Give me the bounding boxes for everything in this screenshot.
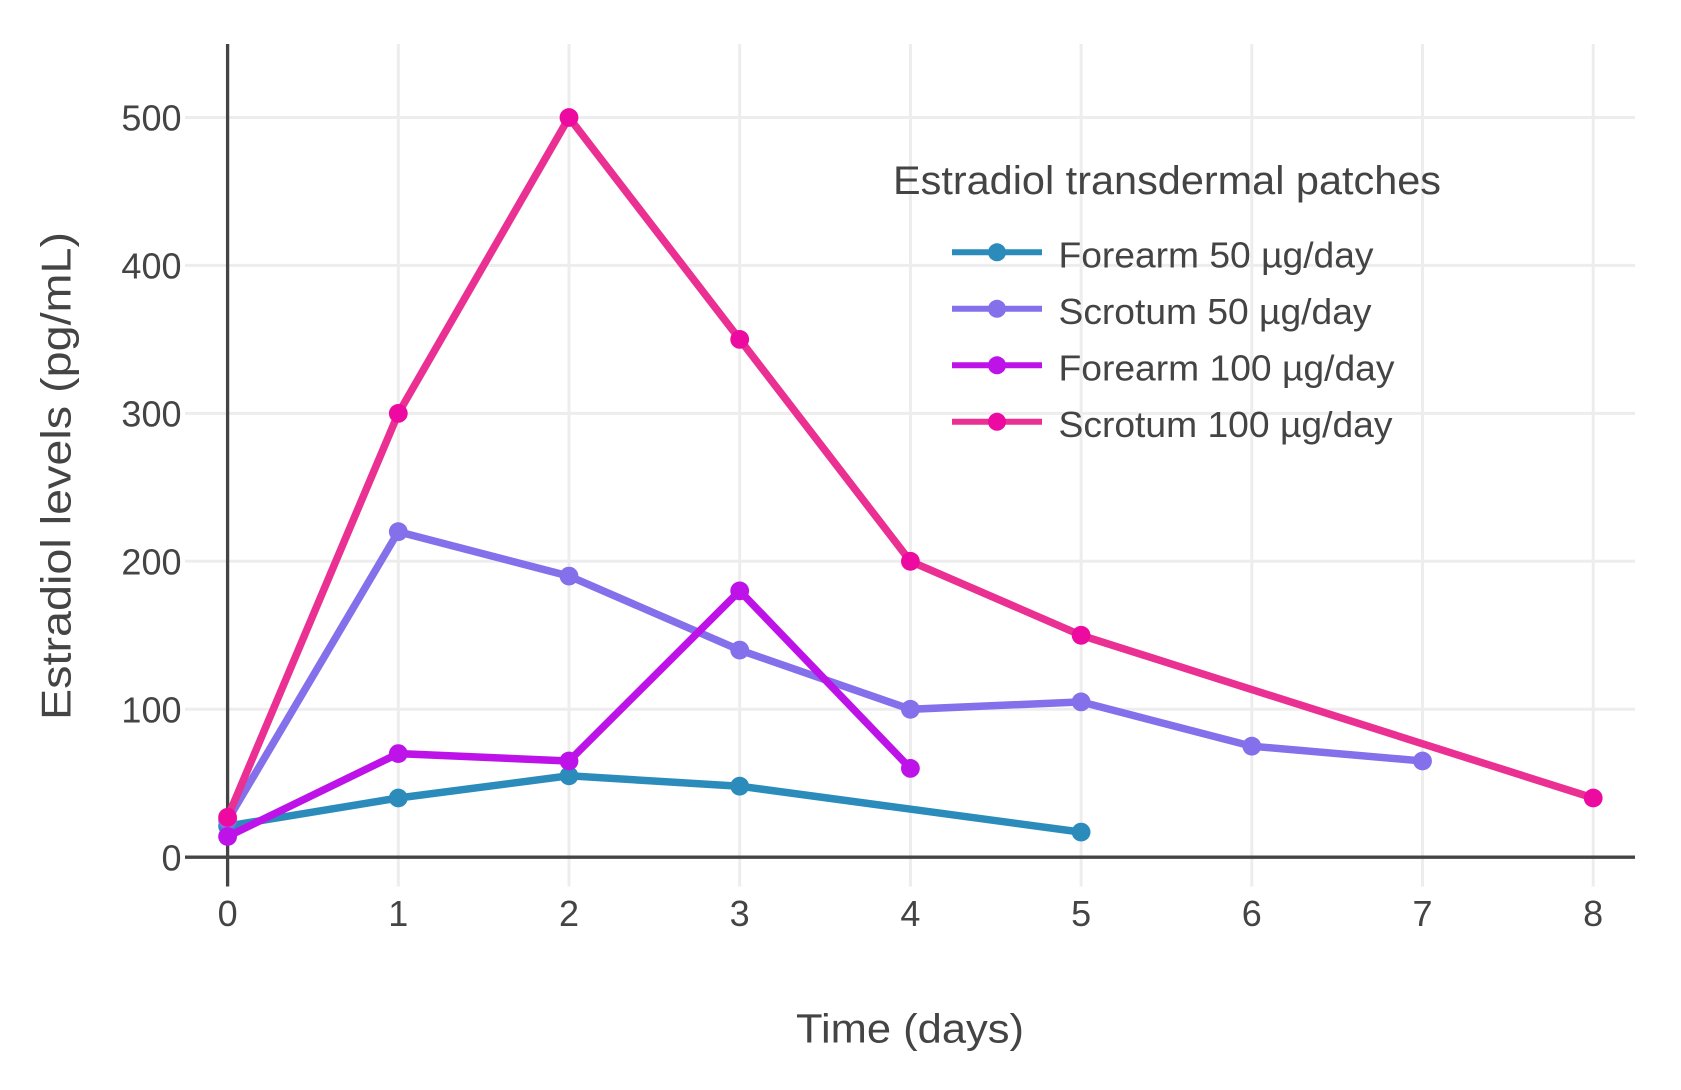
svg-text:8: 8: [1583, 893, 1603, 934]
svg-text:200: 200: [121, 541, 181, 582]
svg-text:Estradiol levels (pg/mL): Estradiol levels (pg/mL): [33, 232, 80, 720]
svg-text:0: 0: [218, 893, 238, 934]
svg-text:Forearm 50 µg/day: Forearm 50 µg/day: [1059, 235, 1374, 276]
svg-text:6: 6: [1242, 893, 1262, 934]
svg-text:Time (days): Time (days): [796, 1006, 1024, 1052]
svg-text:Scrotum 50 µg/day: Scrotum 50 µg/day: [1059, 291, 1372, 332]
svg-text:2: 2: [559, 893, 579, 934]
svg-text:500: 500: [121, 98, 181, 139]
svg-text:5: 5: [1071, 893, 1091, 934]
svg-text:400: 400: [121, 246, 181, 287]
svg-text:4: 4: [900, 893, 920, 934]
svg-text:Scrotum 100 µg/day: Scrotum 100 µg/day: [1059, 404, 1393, 445]
svg-text:3: 3: [730, 893, 750, 934]
svg-text:Estradiol transdermal patches: Estradiol transdermal patches: [893, 159, 1441, 203]
svg-text:100: 100: [121, 689, 181, 730]
svg-text:Forearm 100 µg/day: Forearm 100 µg/day: [1059, 348, 1395, 389]
svg-text:7: 7: [1412, 893, 1432, 934]
svg-text:0: 0: [161, 837, 181, 878]
svg-text:1: 1: [388, 893, 408, 934]
svg-text:300: 300: [121, 394, 181, 435]
